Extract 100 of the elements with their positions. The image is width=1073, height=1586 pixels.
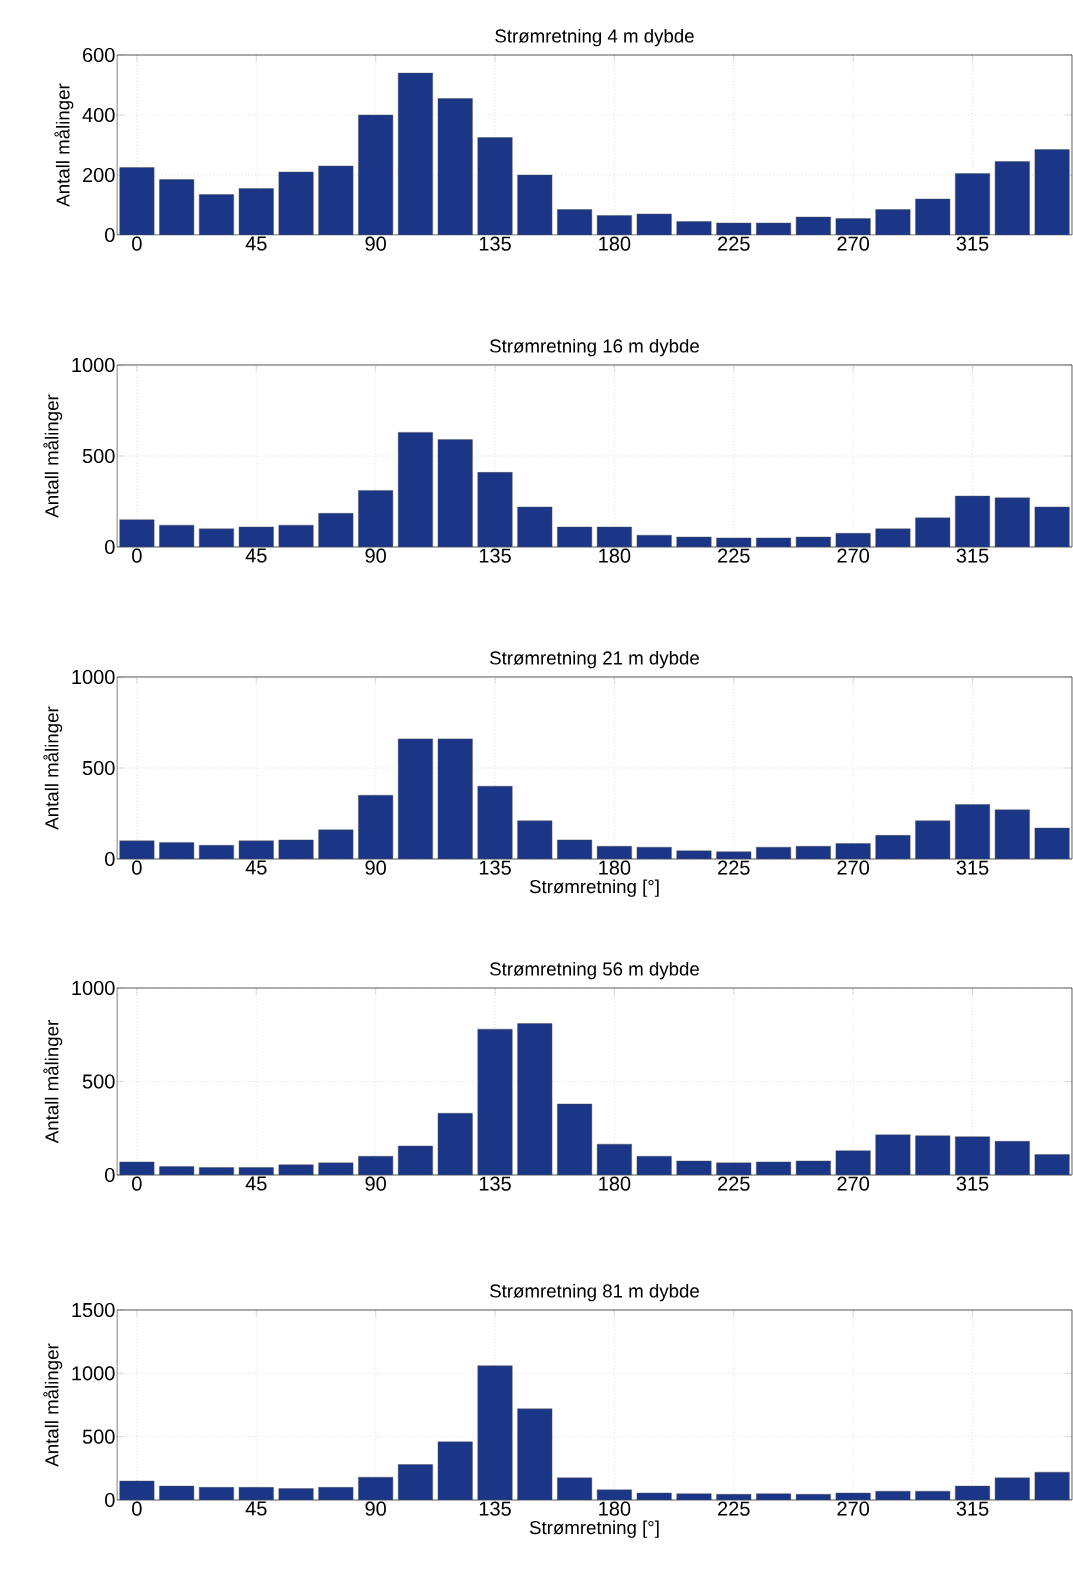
- bar: [955, 1485, 990, 1500]
- bar: [517, 506, 553, 547]
- bar: [716, 222, 752, 235]
- bar: [995, 497, 1030, 547]
- bar: [994, 161, 1030, 235]
- bar: [159, 1485, 195, 1500]
- x-tick-label: 315: [956, 860, 989, 875]
- bar: [278, 1488, 314, 1500]
- bar: [358, 1156, 394, 1175]
- bar: [955, 1136, 990, 1175]
- x-tick-label: 270: [837, 236, 870, 251]
- x-tick-label: 180: [599, 1176, 631, 1191]
- x-tick-label: 270: [837, 860, 870, 875]
- x-tick-label: 180: [599, 548, 631, 563]
- bar: [238, 1167, 274, 1175]
- bar: [875, 1134, 911, 1175]
- x-tick-label: 0: [132, 1176, 142, 1191]
- x-tick-label: 180: [599, 860, 631, 875]
- x-tick-label: 90: [365, 1176, 386, 1191]
- bar: [517, 820, 553, 859]
- x-tick-label: 45: [245, 1176, 267, 1191]
- bar: [994, 1141, 1030, 1175]
- chart-title: Strømretning 16 m dybde: [490, 338, 699, 357]
- y-tick-label: 200: [83, 167, 115, 183]
- bar: [358, 490, 393, 547]
- x-tick-label: 90: [365, 236, 386, 251]
- y-axis-title: Antall målinger: [43, 1343, 63, 1467]
- bar: [835, 218, 871, 235]
- bar: [915, 1135, 951, 1175]
- x-tick-label: 180: [599, 1501, 631, 1516]
- bar: [835, 1492, 871, 1500]
- bar: [318, 513, 354, 547]
- y-tick-label: 1500: [72, 1302, 115, 1318]
- x-tick-label: 0: [132, 1501, 142, 1516]
- x-tick-label: 315: [956, 236, 989, 251]
- bar: [1034, 149, 1070, 235]
- bar: [159, 1166, 195, 1175]
- bar: [318, 1487, 354, 1500]
- bar: [596, 1143, 632, 1175]
- x-tick-label: 0: [132, 860, 142, 875]
- bar: [636, 1156, 672, 1175]
- bar: [756, 1493, 792, 1500]
- bar: [358, 114, 394, 235]
- x-axis-title: Strømretning [°]: [529, 879, 659, 897]
- bar: [119, 1480, 155, 1500]
- bar: [955, 804, 990, 859]
- bar: [716, 1162, 752, 1175]
- bar: [119, 167, 155, 235]
- bar: [517, 174, 553, 235]
- x-tick-label: 225: [718, 236, 750, 251]
- bar: [437, 439, 473, 547]
- x-tick-label: 270: [837, 548, 870, 563]
- bar: [716, 1494, 752, 1500]
- bar: [676, 1493, 712, 1500]
- bar: [955, 173, 990, 235]
- y-axis-title: Antall målinger: [43, 394, 63, 518]
- x-tick-label: 0: [132, 548, 142, 563]
- x-tick-label: 225: [718, 548, 750, 563]
- bar: [994, 1477, 1030, 1500]
- y-tick-label: 1000: [72, 980, 115, 996]
- y-tick-label: 1000: [72, 669, 115, 685]
- bar: [955, 496, 990, 547]
- bar: [875, 1490, 911, 1500]
- y-axis-title: Antall målinger: [43, 706, 63, 830]
- bar: [477, 786, 513, 859]
- bar: [278, 525, 314, 547]
- x-tick-label: 315: [956, 1501, 989, 1516]
- bar: [756, 222, 792, 235]
- bar: [756, 1161, 792, 1175]
- bar: [875, 528, 911, 547]
- y-tick-label: 500: [82, 1074, 115, 1089]
- bar: [397, 1145, 433, 1175]
- y-tick-label: 1000: [72, 357, 115, 373]
- bar: [398, 738, 433, 859]
- y-tick-label: 500: [82, 760, 115, 776]
- x-tick-label: 90: [365, 860, 386, 875]
- bar: [1034, 827, 1070, 859]
- y-tick-label: 500: [82, 1429, 115, 1444]
- bar: [278, 171, 314, 235]
- y-tick-label: 500: [82, 448, 115, 464]
- bar: [238, 188, 274, 235]
- x-tick-label: 135: [479, 1501, 511, 1516]
- bar: [397, 72, 433, 235]
- x-tick-label: 135: [479, 860, 511, 875]
- bar: [358, 795, 393, 859]
- x-tick-label: 90: [365, 548, 386, 563]
- x-tick-label: 45: [245, 1501, 267, 1516]
- bar: [398, 432, 433, 547]
- x-tick-label: 0: [132, 236, 142, 251]
- bar: [636, 213, 672, 235]
- bar: [437, 98, 473, 235]
- bar: [437, 1441, 473, 1500]
- x-tick-label: 270: [837, 1176, 870, 1191]
- bar: [358, 1477, 394, 1500]
- bar: [1034, 1154, 1070, 1175]
- x-tick-label: 225: [718, 860, 750, 875]
- x-axis-title: Strømretning [°]: [529, 1520, 659, 1538]
- bar: [835, 1150, 871, 1175]
- bar: [477, 137, 513, 235]
- bar: [199, 1167, 234, 1175]
